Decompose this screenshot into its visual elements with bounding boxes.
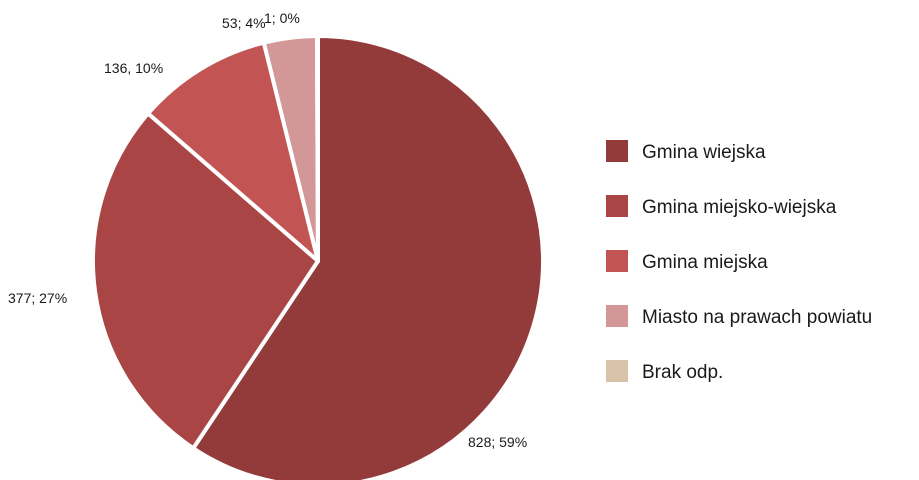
- legend-swatch-gmina-wiejska: [606, 140, 628, 162]
- pie-slice-gmina-wiejska: [191, 34, 545, 480]
- legend-swatch-brak-odp: [606, 360, 628, 382]
- legend-swatch-gmina-miejsko-wiejska: [606, 195, 628, 217]
- legend: Gmina wiejska Gmina miejsko-wiejska Gmina …: [606, 140, 872, 383]
- legend-label-brak-odp: Brak odp.: [642, 362, 723, 383]
- pie-slices: [91, 34, 545, 480]
- legend-label-gmina-miejsko-wiejska: Gmina miejsko-wiejska: [642, 197, 837, 218]
- data-label-miasto-na-prawach-powiatu: 53; 4%: [222, 15, 266, 31]
- legend-swatch-gmina-miejska: [606, 250, 628, 272]
- legend-swatch-miasto-na-prawach-powiatu: [606, 305, 628, 327]
- legend-label-miasto-na-prawach-powiatu: Miasto na prawach powiatu: [642, 307, 872, 328]
- data-label-gmina-miejska: 136, 10%: [104, 60, 163, 76]
- pie-slice-gmina-miejsko-wiejska: [91, 111, 320, 451]
- legend-label-gmina-wiejska: Gmina wiejska: [642, 142, 766, 163]
- legend-label-gmina-miejska: Gmina miejska: [642, 252, 768, 273]
- data-label-brak-odp: 1; 0%: [264, 10, 300, 26]
- data-label-gmina-miejsko-wiejska: 377; 27%: [8, 290, 67, 306]
- data-label-gmina-wiejska: 828; 59%: [468, 434, 527, 450]
- data-labels: 828; 59% 377; 27% 136, 10% 53; 4%1; 0%: [8, 10, 527, 450]
- pie-slice-brak-odp: [314, 34, 320, 263]
